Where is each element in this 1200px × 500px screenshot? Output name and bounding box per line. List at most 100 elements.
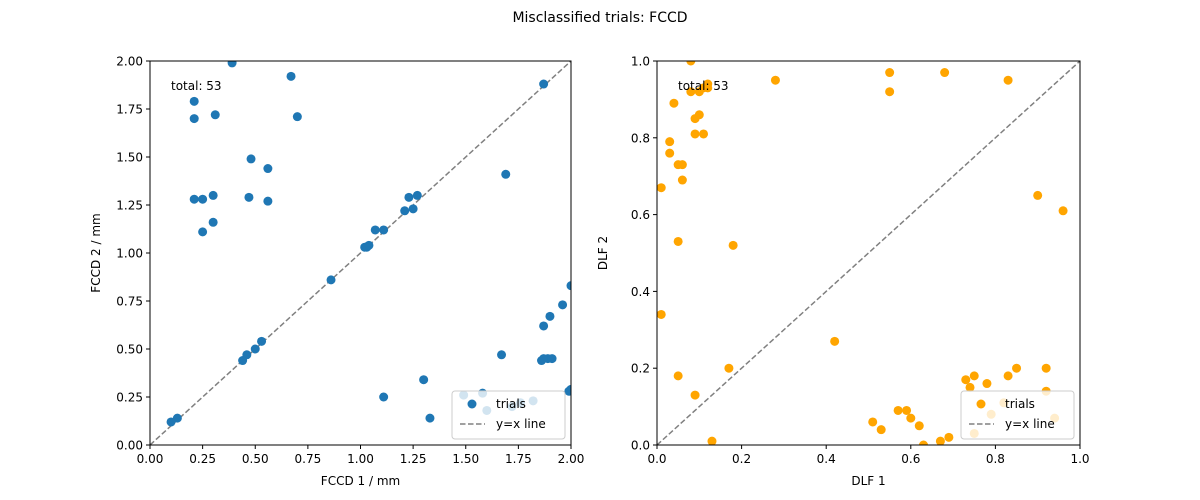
data-point: [940, 68, 950, 78]
data-point: [257, 336, 267, 346]
data-point: [425, 413, 435, 423]
y-tick-label: 1.75: [116, 103, 143, 117]
data-point: [677, 175, 687, 185]
data-point: [566, 281, 571, 291]
data-point: [669, 98, 679, 108]
data-point: [770, 75, 780, 85]
legend: trials y=x line: [451, 390, 566, 440]
x-tick-label: 1.75: [505, 452, 532, 466]
data-point: [244, 192, 254, 202]
data-point: [1012, 363, 1022, 373]
y-tick-label: 0.6: [631, 208, 650, 222]
data-point: [189, 96, 199, 106]
data-point: [944, 432, 954, 442]
data-point: [885, 87, 895, 97]
data-point: [501, 169, 511, 179]
data-point: [419, 375, 429, 385]
data-point: [558, 300, 568, 310]
data-point: [918, 440, 928, 445]
legend-box: [960, 390, 1075, 440]
data-point: [208, 217, 218, 227]
x-tick-label: 2.00: [558, 452, 585, 466]
x-tick-label: 1.00: [347, 452, 374, 466]
y-tick-label: 0.2: [631, 362, 650, 376]
y-axis-label: FCCD 2 / mm: [89, 213, 103, 292]
y-tick-label: 1.00: [116, 247, 143, 261]
data-point: [699, 83, 709, 93]
axes-frame: [656, 60, 1081, 446]
x-tick-label: 1.25: [400, 452, 427, 466]
data-point: [690, 390, 700, 400]
data-point: [263, 164, 273, 174]
data-point: [969, 371, 979, 381]
data-point: [876, 425, 886, 435]
data-point: [166, 417, 176, 427]
data-point: [539, 321, 549, 331]
data-point: [404, 192, 414, 202]
data-point: [1033, 190, 1043, 200]
data-point: [885, 68, 895, 78]
data-point: [263, 196, 273, 206]
data-point: [292, 112, 302, 122]
x-axis-label: DLF 1: [851, 474, 885, 488]
total-annotation: total: 53: [171, 79, 222, 93]
data-point: [673, 236, 683, 246]
data-point: [902, 405, 912, 415]
legend-label-line: y=x line: [496, 417, 546, 431]
y-tick-label: 0.00: [116, 439, 143, 453]
y-equals-x-line: [150, 61, 571, 445]
data-point: [1041, 363, 1051, 373]
data-point: [677, 160, 687, 170]
data-point: [673, 371, 683, 381]
y-tick-label: 2.00: [116, 55, 143, 69]
data-point: [408, 204, 418, 214]
y-tick-label: 0.8: [631, 131, 650, 145]
data-point: [657, 183, 666, 193]
data-point: [379, 225, 389, 235]
y-tick-label: 1.0: [631, 55, 650, 69]
data-point: [665, 148, 675, 158]
data-point: [364, 240, 374, 250]
legend-box: [451, 390, 566, 440]
x-tick-label: 0.50: [242, 452, 269, 466]
y-tick-label: 0.25: [116, 391, 143, 405]
data-point: [326, 275, 336, 285]
legend-label-trials: trials: [1005, 397, 1035, 411]
data-point: [965, 382, 975, 392]
x-tick-label: 0.2: [732, 452, 751, 466]
data-point: [539, 354, 549, 364]
x-axis-label: FCCD 1 / mm: [321, 474, 400, 488]
data-point: [686, 61, 696, 66]
data-point: [227, 61, 237, 68]
data-point: [935, 436, 945, 445]
data-point: [1003, 371, 1013, 381]
legend-marker-trials: [976, 399, 986, 409]
data-point: [238, 356, 248, 366]
data-point: [699, 129, 709, 139]
data-point: [665, 137, 675, 147]
data-point: [210, 110, 220, 120]
data-point: [707, 436, 717, 445]
left-scatter-plot: 0.00 0.25 0.50 0.75 1.00 1.25 1.50 1.75 2.00 0.00…: [89, 55, 584, 489]
data-point: [286, 71, 296, 81]
data-point: [724, 363, 734, 373]
data-point: [198, 194, 208, 204]
legend: trials y=x line: [960, 390, 1075, 440]
x-tick-label: 0.0: [647, 452, 666, 466]
data-point: [657, 309, 666, 319]
y-tick-label: 1.50: [116, 151, 143, 165]
x-tick-label: 1.0: [1070, 452, 1089, 466]
legend-label-trials: trials: [496, 397, 526, 411]
x-tick-label: 0.8: [986, 452, 1005, 466]
data-point: [198, 227, 208, 237]
data-point: [893, 405, 903, 415]
x-tick-label: 0.6: [901, 452, 920, 466]
data-point: [379, 392, 389, 402]
total-annotation: total: 53: [678, 79, 729, 93]
x-tick-label: 0.4: [817, 452, 836, 466]
data-point: [1058, 206, 1068, 216]
x-tick-label: 0.75: [295, 452, 322, 466]
right-scatter-plot: 0.0 0.2 0.4 0.6 0.8 1.0 0.0 0.2 0.4 0.6 0.8 1.0 DLF …: [596, 55, 1090, 489]
data-point: [906, 413, 916, 423]
